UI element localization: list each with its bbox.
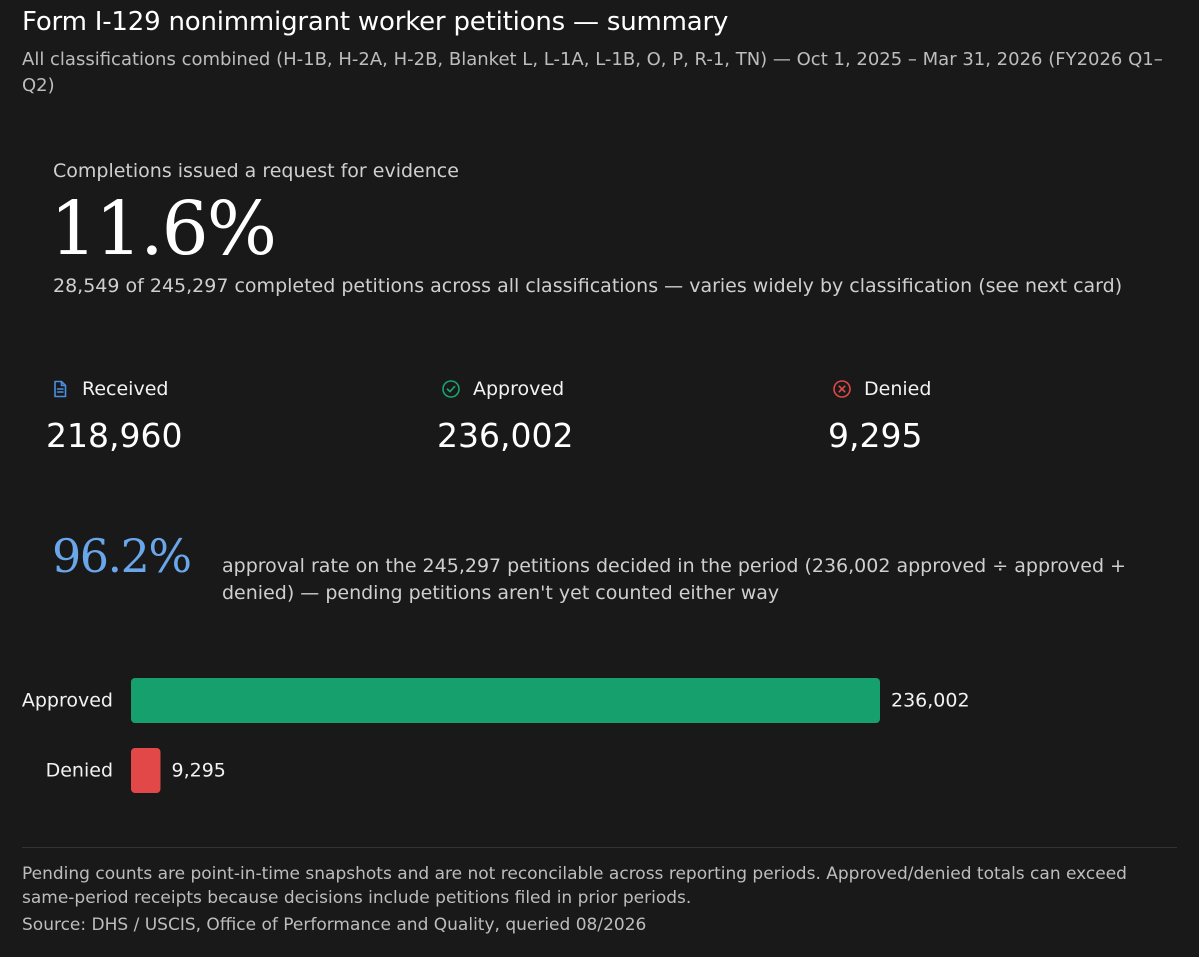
approval-rate-note: approval rate on the 245,297 petitions d… — [222, 555, 1126, 604]
x-circle-icon — [833, 380, 851, 398]
bar-value-approved: 236,002 — [891, 690, 970, 712]
approval-bar-chart: Approved 236,002 Denied 9,295 — [22, 678, 970, 793]
stat-received: Received 218,960 — [46, 376, 182, 455]
stat-received-value: 218,960 — [46, 416, 183, 455]
stat-denied-value: 9,295 — [828, 416, 923, 455]
source-note: Source: DHS / USCIS, Office of Performan… — [22, 915, 647, 935]
stat-approved: Approved 236,002 — [437, 376, 573, 455]
footer-divider — [22, 847, 1177, 848]
stat-denied-label: Denied — [864, 378, 932, 400]
bar-approved — [131, 678, 880, 723]
rfe-label: Completions issued a request for evidenc… — [53, 160, 459, 182]
stat-approved-label: Approved — [473, 378, 565, 400]
approval-rate-value: 96.2% — [52, 529, 192, 583]
footnote: Pending counts are point-in-time snapsho… — [22, 864, 1127, 908]
stat-approved-value: 236,002 — [437, 416, 574, 455]
rfe-note: 28,549 of 245,297 completed petitions ac… — [53, 275, 1123, 297]
bar-denied — [131, 748, 161, 793]
bar-label-denied: Denied — [46, 760, 113, 782]
bar-value-denied: 9,295 — [171, 760, 225, 782]
page-title: Form I-129 nonimmigrant worker petitions… — [22, 7, 729, 37]
document-icon — [54, 380, 67, 398]
stat-received-label: Received — [82, 378, 169, 400]
page-subtitle: All classifications combined (H-1B, H-2A… — [22, 49, 1163, 96]
check-circle-icon — [442, 380, 460, 398]
rfe-value: 11.6% — [50, 186, 277, 272]
stat-denied: Denied 9,295 — [828, 376, 932, 455]
bar-label-approved: Approved — [22, 690, 113, 712]
